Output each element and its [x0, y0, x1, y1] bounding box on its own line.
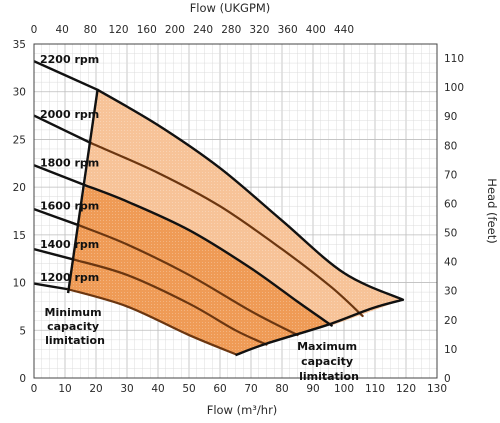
x2-axis-title: Flow (UKGPM) [190, 1, 271, 15]
y-tick-label: 30 [13, 87, 26, 99]
y-tick-label: 35 [13, 39, 26, 51]
max-capacity-line-2: capacity [301, 355, 353, 368]
operating-region [68, 89, 403, 356]
rpm-label: 2000 rpm [40, 108, 99, 121]
rpm-label: 1800 rpm [40, 156, 99, 169]
x-tick-label: 120 [396, 383, 416, 395]
rpm-label: 1200 rpm [40, 271, 99, 284]
min-capacity-label: Minimum capacity limitation [45, 306, 106, 347]
max-capacity-line [235, 298, 404, 357]
x-tick-label: 100 [334, 383, 354, 395]
curve-2200-rpm-outside [34, 59, 99, 92]
x2-tick-label: 200 [165, 24, 185, 36]
y-tick-label: 10 [13, 278, 26, 290]
x-tick-label: 0 [31, 383, 38, 395]
x-tick-label: 20 [89, 383, 102, 395]
plot-frame [33, 43, 438, 379]
x2-tick-label: 440 [334, 24, 354, 36]
y2-tick-label: 50 [444, 228, 457, 240]
y2-tick-label: 10 [444, 344, 457, 356]
x2-tick-label: 280 [221, 24, 241, 36]
plot-border [33, 43, 438, 379]
y2-tick-label: 90 [444, 111, 457, 123]
region-light-texture [85, 89, 403, 326]
max-capacity-line-1: Maximum [297, 340, 357, 353]
x2-tick-label: 120 [109, 24, 129, 36]
y2-tick-label: 0 [444, 373, 451, 385]
rpm-label: 1600 rpm [40, 200, 99, 213]
rpm-label: 2200 rpm [40, 53, 99, 66]
curve-1800-rpm [83, 184, 333, 327]
y2-tick-label: 70 [444, 169, 457, 181]
curve-1400-rpm [73, 258, 268, 346]
x-tick-label: 90 [306, 383, 319, 395]
x2-tick-label: 160 [137, 24, 157, 36]
x-tick-label: 40 [151, 383, 164, 395]
y-tick-label: 25 [13, 134, 26, 146]
axis-ticks: 0 10 20 30 40 50 60 70 80 90 100 110 120 130051015202… [13, 24, 464, 395]
rpm-curves [34, 59, 405, 357]
x-tick-label: 110 [365, 383, 385, 395]
x2-tick-label: 40 [55, 24, 68, 36]
curve-1600-rpm [77, 224, 299, 337]
curve-1200-rpm [67, 288, 237, 356]
x2-tick-label: 360 [278, 24, 298, 36]
curve-1800-rpm-outside [34, 163, 87, 187]
x-tick-label: 130 [427, 383, 447, 395]
x2-tick-label: 400 [306, 24, 326, 36]
curve-2200-rpm [96, 88, 405, 301]
y-tick-label: 5 [19, 325, 26, 337]
curve-2000-rpm-outside [34, 114, 93, 145]
x-tick-label: 10 [58, 383, 71, 395]
x-axis-title: Flow (m³/hr) [207, 403, 278, 417]
x2-tick-label: 80 [84, 24, 97, 36]
max-capacity-line-3: limitation [299, 370, 359, 383]
y-tick-label: 20 [13, 182, 26, 194]
curve-1200-rpm-outside [34, 282, 70, 291]
region-dark-texture [68, 185, 332, 356]
y-tick-label: 0 [19, 373, 26, 385]
y2-tick-label: 30 [444, 286, 457, 298]
curve-2000-rpm [90, 142, 364, 318]
x2-tick-label: 0 [31, 24, 38, 36]
min-capacity-line-3: limitation [45, 334, 105, 347]
y2-tick-label: 40 [444, 257, 457, 269]
min-capacity-line [66, 89, 99, 294]
x2-tick-label: 320 [249, 24, 269, 36]
y2-tick-label: 20 [444, 315, 457, 327]
rpm-labels: 2200 rpm 2000 rpm 1800 rpm 1600 rpm 1400 rpm… [40, 53, 99, 284]
x2-tick-label: 240 [193, 24, 213, 36]
y2-tick-label: 100 [444, 82, 464, 94]
x-tick-label: 80 [275, 383, 288, 395]
x-tick-label: 70 [244, 383, 257, 395]
y2-tick-label: 80 [444, 140, 457, 152]
min-capacity-line-2: capacity [47, 320, 99, 333]
rpm-label: 1400 rpm [40, 238, 99, 251]
y-tick-label: 15 [13, 230, 26, 242]
y2-tick-label: 60 [444, 198, 457, 210]
y2-axis-title: Head (feet) [485, 178, 499, 243]
min-capacity-line-1: Minimum [45, 306, 102, 319]
y2-tick-label: 110 [444, 53, 464, 65]
curve-1600-rpm-outside [34, 207, 81, 227]
x-tick-label: 30 [120, 383, 133, 395]
x-tick-label: 50 [182, 383, 195, 395]
max-capacity-label: Maximum capacity limitation [297, 340, 361, 383]
x-tick-label: 60 [213, 383, 226, 395]
